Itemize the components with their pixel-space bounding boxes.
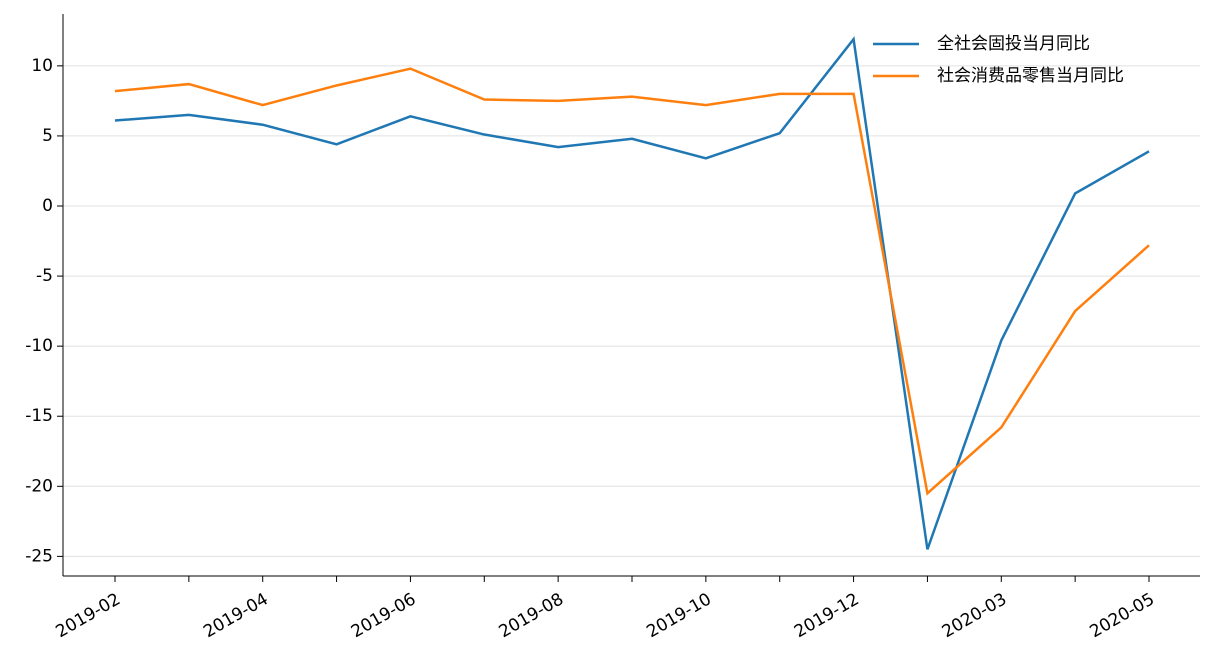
- y-tick-label: 5: [42, 126, 53, 146]
- x-tick-label: 2019-02: [52, 589, 124, 642]
- y-tick-label: 10: [31, 56, 53, 76]
- legend-label: 社会消费品零售当月同比: [937, 66, 1124, 86]
- x-tick-label: 2019-06: [348, 589, 420, 642]
- legend-label: 全社会固投当月同比: [937, 34, 1090, 54]
- y-tick-label: 0: [42, 196, 53, 216]
- y-tick-label: -20: [25, 476, 53, 496]
- x-tick-label: 2019-12: [791, 589, 863, 642]
- line: [114, 67, 1150, 496]
- line: [114, 36, 1150, 550]
- y-tick-label: -25: [25, 546, 53, 566]
- x-tick-label: 2019-10: [643, 589, 715, 642]
- x-tick-label: 2019-08: [496, 589, 568, 642]
- y-tick-label: -15: [25, 406, 53, 426]
- y-tick-label: -10: [25, 336, 53, 356]
- x-tick-label: 2020-05: [1086, 589, 1158, 642]
- x-tick-label: 2019-04: [200, 589, 272, 642]
- x-tick-label: 2020-03: [939, 589, 1011, 642]
- y-tick-label: -5: [36, 266, 53, 286]
